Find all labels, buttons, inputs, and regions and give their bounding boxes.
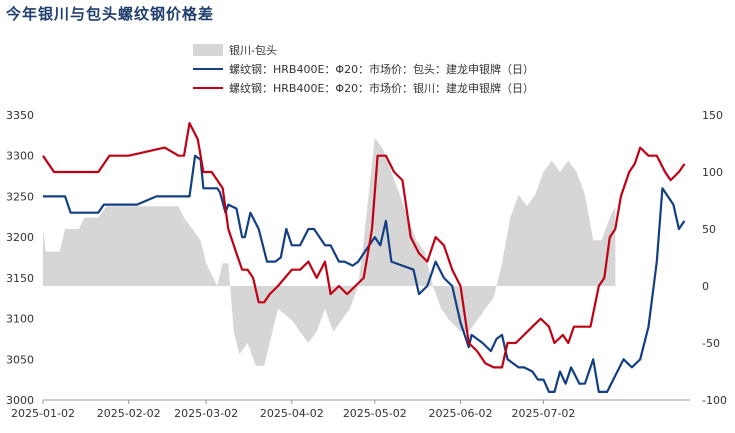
series-area-spread [43, 137, 616, 366]
y-left-tick-label: 3350 [6, 109, 34, 122]
y-left-tick-label: 3250 [6, 190, 34, 203]
series-line-baotou [43, 154, 686, 393]
x-tick-label: 2025-01-02 [11, 407, 75, 420]
x-tick-label: 2025-03-02 [174, 407, 238, 420]
legend-swatch-baotou [193, 68, 223, 70]
y-left-tick-label: 3000 [6, 394, 34, 407]
legend-swatch-yinchuan [193, 87, 223, 89]
legend-label-spread: 银川-包头 [229, 44, 277, 57]
y-right-tick-label: 100 [702, 166, 723, 179]
y-left-tick-label: 3050 [6, 353, 34, 366]
y-right-tick-label: 50 [702, 223, 716, 236]
y-left-tick-label: 3100 [6, 313, 34, 326]
x-tick-label: 2025-05-02 [343, 407, 407, 420]
y-right-tick-label: 150 [702, 109, 723, 122]
y-left-tick-label: 3200 [6, 231, 34, 244]
legend-item-spread: 银川-包头 [193, 42, 277, 58]
legend-label-yinchuan: 螺纹钢：HRB400E：Φ20：市场价：银川：建龙申银牌（日） [229, 82, 535, 95]
x-tick-label: 2025-04-02 [260, 407, 324, 420]
y-left-tick-label: 3150 [6, 272, 34, 285]
x-tick-label: 2025-07-02 [511, 407, 575, 420]
x-tick-label: 2025-02-02 [97, 407, 161, 420]
x-tick-label: 2025-06-02 [429, 407, 493, 420]
legend-swatch-area [193, 44, 223, 56]
chart-title: 今年银川与包头螺纹钢价格差 [6, 5, 215, 23]
y-left-tick-label: 3300 [6, 150, 34, 163]
legend-label-baotou: 螺纹钢：HRB400E：Φ20：市场价：包头：建龙申银牌（日） [229, 63, 535, 76]
y-right-tick-label: -50 [702, 337, 720, 350]
y-right-tick-label: -100 [702, 394, 727, 407]
legend-item-baotou: 螺纹钢：HRB400E：Φ20：市场价：包头：建龙申银牌（日） [193, 61, 534, 77]
y-right-tick-label: 0 [702, 280, 709, 293]
legend-item-yinchuan: 螺纹钢：HRB400E：Φ20：市场价：银川：建龙申银牌（日） [193, 80, 534, 96]
series-line-yinchuan [42, 122, 686, 369]
